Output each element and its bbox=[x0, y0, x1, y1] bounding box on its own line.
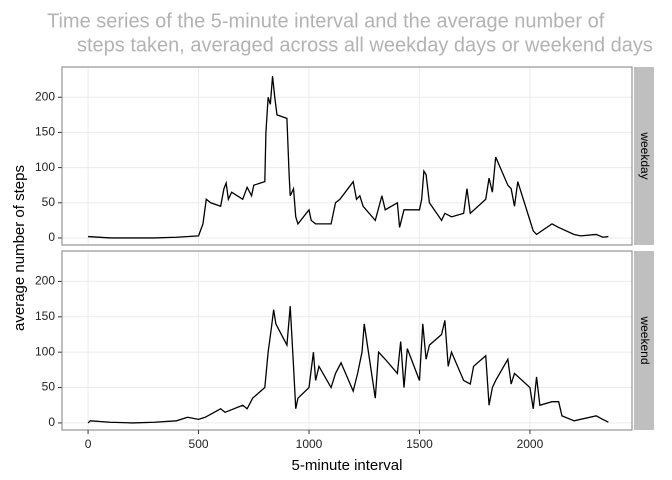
y-tick-label: 200 bbox=[35, 89, 55, 103]
x-tick-label: 500 bbox=[189, 437, 209, 451]
y-tick-label: 100 bbox=[35, 344, 55, 358]
strip-label: weekday bbox=[638, 131, 652, 179]
y-tick-label: 150 bbox=[35, 125, 55, 139]
panel-border bbox=[61, 66, 633, 246]
series-line bbox=[88, 76, 609, 239]
chart-title: steps taken, averaged across all weekday… bbox=[77, 34, 653, 56]
x-tick-label: 0 bbox=[85, 437, 92, 451]
y-tick-label: 0 bbox=[48, 415, 55, 429]
x-tick-label: 1500 bbox=[406, 437, 433, 451]
y-tick-label: 100 bbox=[35, 160, 55, 174]
strip bbox=[634, 67, 654, 245]
y-tick-label: 50 bbox=[42, 195, 56, 209]
panel-background bbox=[62, 251, 632, 430]
y-tick-label: 150 bbox=[35, 309, 55, 323]
chart-title: Time series of the 5-minute interval and… bbox=[47, 10, 605, 32]
strip bbox=[634, 251, 654, 430]
x-axis-title: 5-minute interval bbox=[292, 457, 403, 474]
series-line bbox=[87, 306, 609, 424]
panel-background bbox=[62, 67, 632, 245]
strip-label: weekend bbox=[638, 315, 652, 364]
y-tick-label: 200 bbox=[35, 274, 55, 288]
y-axis-title: average number of steps bbox=[11, 165, 28, 331]
x-tick-label: 1000 bbox=[296, 437, 323, 451]
y-tick-label: 0 bbox=[48, 230, 55, 244]
panel-border bbox=[61, 250, 633, 431]
x-tick-label: 2000 bbox=[517, 437, 544, 451]
y-tick-label: 50 bbox=[42, 380, 56, 394]
